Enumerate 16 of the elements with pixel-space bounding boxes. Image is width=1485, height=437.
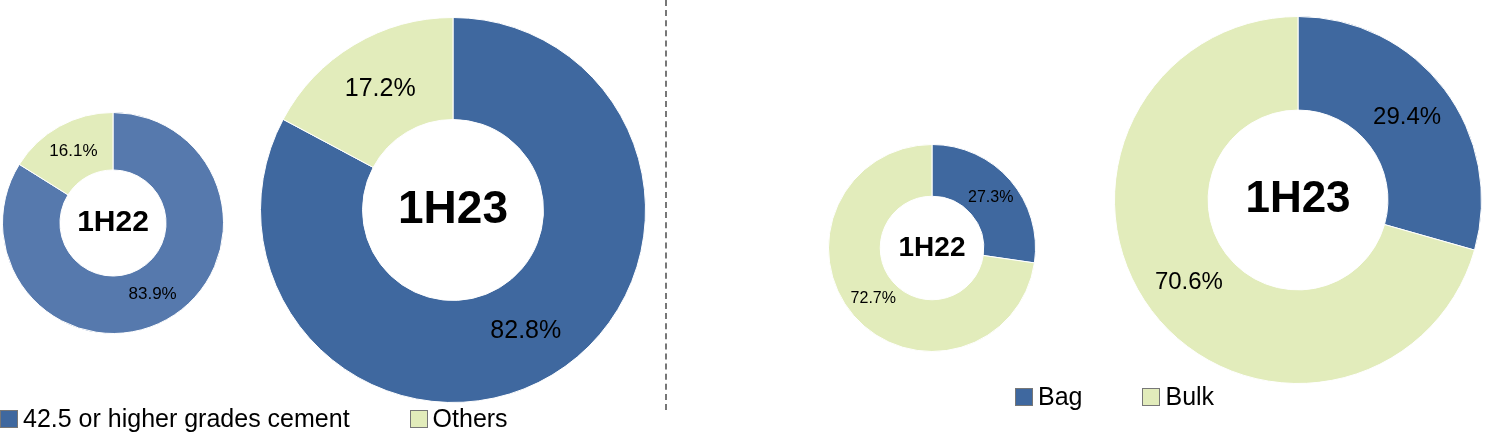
- slice-label: 1H22: [898, 230, 966, 262]
- legend-label: Bag: [1038, 382, 1083, 410]
- legend-label: 42.5 or higher grades cement: [23, 404, 350, 432]
- slice-label: 1H23: [1245, 172, 1351, 222]
- data-label: 83.9%: [128, 284, 177, 304]
- data-label: 16.1%: [49, 141, 98, 161]
- data-label: 72.7%: [850, 289, 896, 307]
- data-label: 27.3%: [968, 187, 1014, 205]
- slice-label: 1H23: [398, 180, 508, 233]
- legend-label: Others: [432, 404, 508, 432]
- data-label: 17.2%: [344, 72, 416, 101]
- data-label: 70.6%: [1154, 267, 1223, 295]
- slice-label: 1H22: [77, 204, 149, 238]
- data-label: 29.4%: [1373, 102, 1442, 130]
- data-label: 82.8%: [490, 315, 562, 344]
- legend-label: Bulk: [1165, 382, 1215, 410]
